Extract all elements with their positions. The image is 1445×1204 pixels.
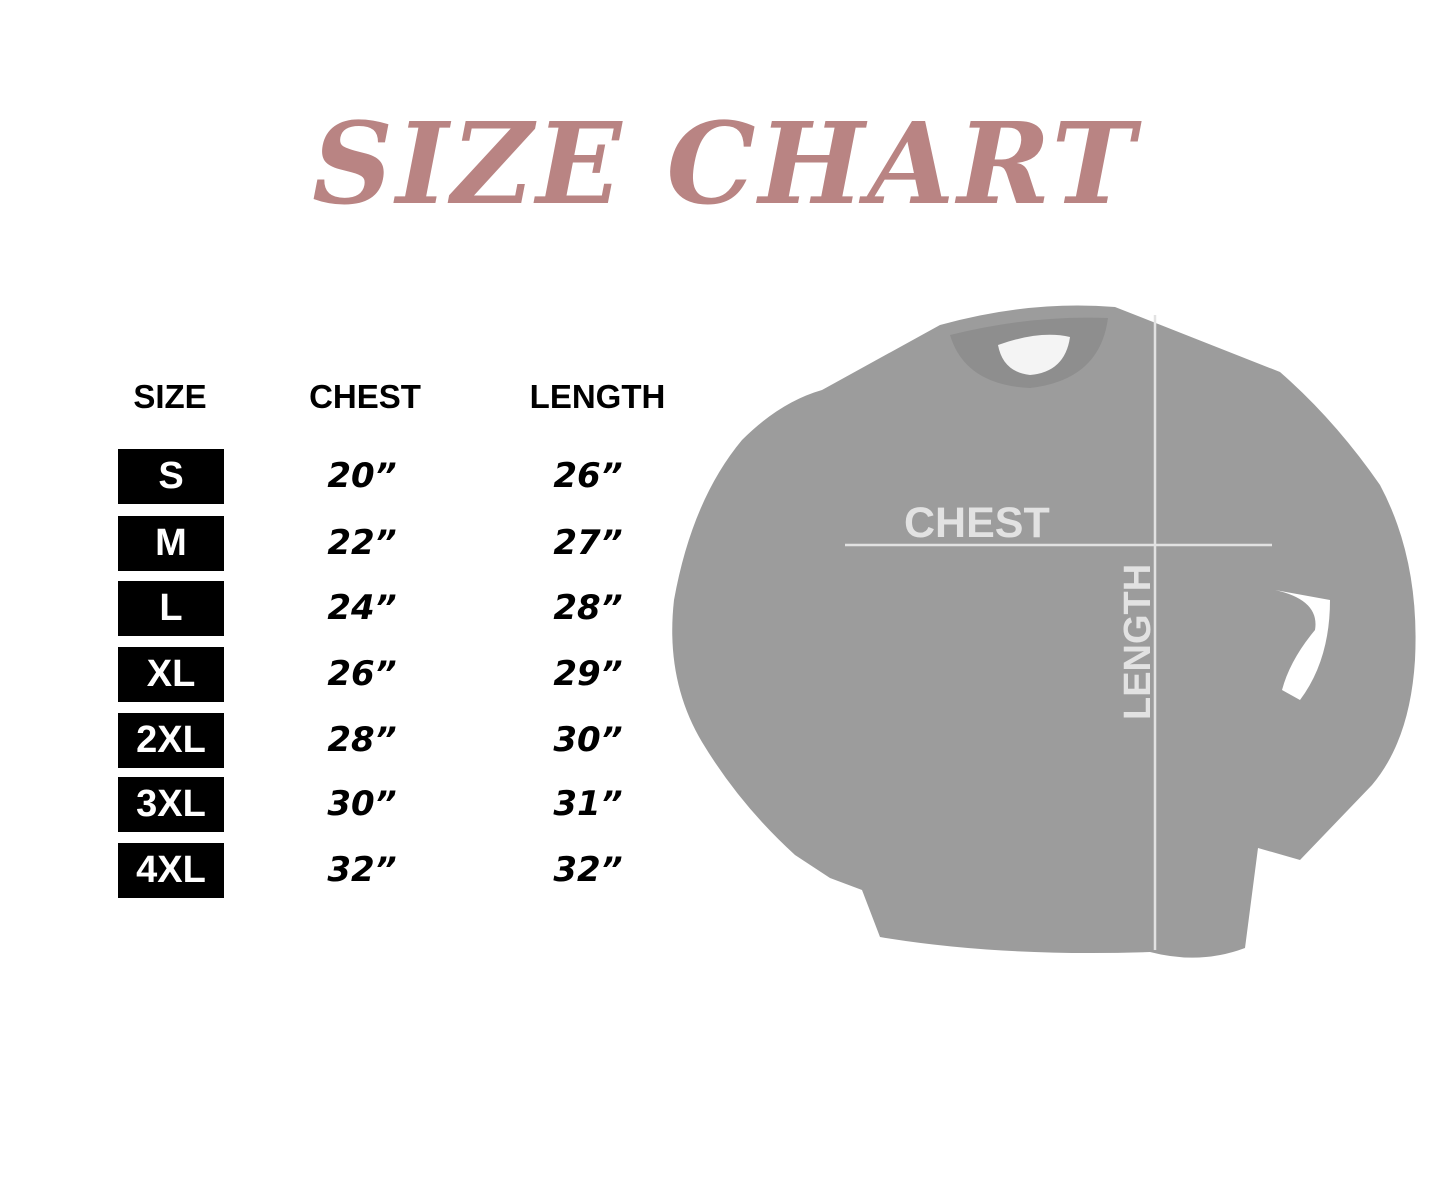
length-value: 27” [553,523,623,563]
header-chest: CHEST [309,378,421,415]
length-value: 29” [553,654,623,694]
page-title: SIZE CHART [312,99,1138,230]
length-label: LENGTH [1117,564,1159,720]
chest-value: 28” [327,720,397,760]
chest-value: 30” [327,784,397,824]
size-label-box: XL [118,647,224,702]
size-label-box: M [118,516,224,571]
size-label: 4XL [136,849,206,891]
size-label-box: 2XL [118,713,224,768]
size-label-box: S [118,449,224,504]
size-label: 3XL [136,783,206,825]
length-value: 28” [553,588,623,628]
header-length: LENGTH [529,378,666,415]
chest-value: 26” [327,654,397,694]
length-value: 30” [553,720,623,760]
size-label: XL [146,653,196,695]
length-value: 32” [553,850,623,890]
size-label: S [158,455,184,497]
size-label-box: L [118,581,224,636]
chest-value: 22” [327,523,397,563]
size-label: L [159,587,183,629]
header-size: SIZE [133,378,207,415]
length-value: 26” [553,456,623,496]
chest-label: CHEST [904,499,1050,547]
chest-value: 20” [327,456,397,496]
sweatshirt-image [672,305,1416,958]
size-label-box: 3XL [118,777,224,832]
size-label-box: 4XL [118,843,224,898]
chest-value: 32” [327,850,397,890]
size-label: M [155,522,187,564]
length-value: 31” [553,784,623,824]
chest-value: 24” [327,588,397,628]
size-label: 2XL [136,719,206,761]
